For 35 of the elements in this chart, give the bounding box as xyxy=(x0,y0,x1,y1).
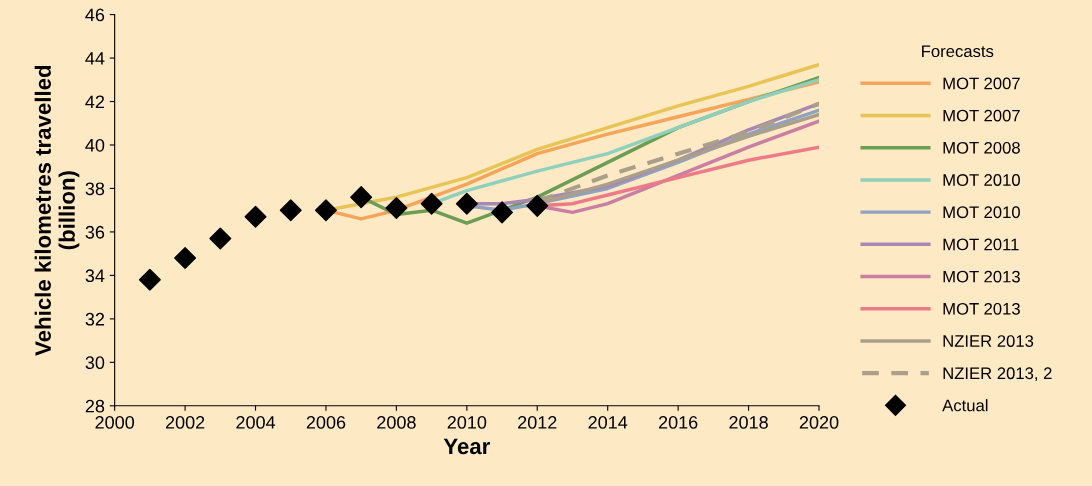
legend-label: Actual xyxy=(942,399,988,412)
y-tick-label: 44 xyxy=(85,52,105,65)
x-tick-label: 2018 xyxy=(729,416,768,429)
legend-label: MOT 2008 xyxy=(943,141,1020,154)
legend-label: MOT 2007 xyxy=(943,77,1020,90)
y-tick-label: 42 xyxy=(85,95,105,109)
legend-label: MOT 2007 xyxy=(943,109,1020,122)
legend-label: MOT 2013 xyxy=(943,270,1020,283)
y-tick-label: 46 xyxy=(85,8,105,22)
x-axis-title: Year xyxy=(443,438,490,455)
y-tick-label: 28 xyxy=(85,399,105,413)
x-tick-label: 2000 xyxy=(95,416,135,429)
x-tick-label: 2010 xyxy=(447,416,487,429)
x-tick-label: 2014 xyxy=(588,416,628,429)
legend-label: MOT 2010 xyxy=(943,206,1020,219)
y-tick-label: 30 xyxy=(85,356,105,370)
y-tick-label: 32 xyxy=(85,312,105,326)
legend-label: NZIER 2013, 2 xyxy=(943,367,1052,382)
x-tick-label: 2016 xyxy=(658,416,698,429)
x-tick-label: 2002 xyxy=(165,416,205,429)
legend-title: Forecasts xyxy=(922,45,994,58)
y-tick-label: 34 xyxy=(85,269,105,283)
y-tick-label: 40 xyxy=(85,138,105,152)
x-tick-label: 2006 xyxy=(306,416,346,429)
x-tick-label: 2008 xyxy=(377,416,416,429)
legend-label: MOT 2010 xyxy=(943,174,1020,186)
x-tick-label: 2012 xyxy=(518,416,557,429)
x-tick-label: 2004 xyxy=(236,416,276,429)
legend-label: MOT 2013 xyxy=(943,302,1020,315)
legend-label: NZIER 2013 xyxy=(943,335,1034,347)
y-tick-label: 36 xyxy=(85,225,105,239)
x-tick-label: 2020 xyxy=(799,416,839,429)
legend-label: MOT 2011 xyxy=(943,238,1019,251)
y-tick-label: 38 xyxy=(85,182,105,196)
y-axis-title: Vehicle kilometres travelled (billion) xyxy=(34,65,80,356)
